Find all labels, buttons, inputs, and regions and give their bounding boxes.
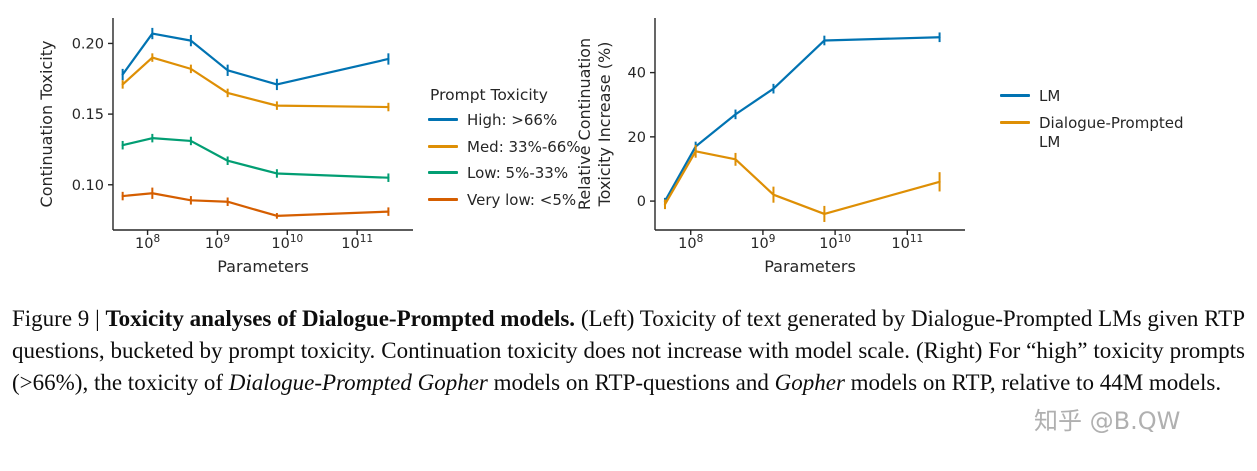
legend-item: Very low: <5% [428,191,581,211]
legend-title: Prompt Toxicity [430,86,548,104]
left-chart-legend: Prompt Toxicity High: >66% Med: 33%-66% Low… [428,86,581,217]
legend-item: High: >66% [428,111,581,131]
x-axis-label: Parameters [217,257,309,276]
legend-line-swatch [1000,94,1030,97]
series-line [663,36,941,203]
legend-line-swatch [1000,120,1030,124]
x-tick-label: 109 [750,233,775,252]
caption-text: models on RTP-questions and [487,370,775,395]
caption-text: models on RTP, relative to 44M models. [844,370,1222,395]
caption-label: Figure 9 | [12,306,106,331]
legend-label: High: >66% [467,111,558,129]
x-axis-label: Parameters [764,257,856,276]
x-tick-label: 1010 [819,233,851,252]
legend-line-swatch [428,171,458,174]
legend-label: Very low: <5% [467,190,577,209]
legend-item: Med: 33%-66% [428,138,581,158]
y-tick-label: 0 [637,194,646,210]
figure-charts: 0.10 0.15 0.20 108 109 1010 1011 Parameters Cont… [37,18,1191,276]
legend-line-swatch [428,144,458,148]
x-tick-label: 108 [135,233,160,252]
y-tick-label: 0.10 [72,178,104,194]
y-tick-label: 40 [628,66,646,82]
legend-line-swatch [428,118,458,121]
x-tick-label: 1011 [891,233,923,252]
legend-item: Dialogue-Prompted LM [1000,114,1191,153]
x-tick-label: 1010 [271,233,303,252]
caption-text: (Left) Toxicity of text generated by Dia… [12,306,1245,395]
caption-italic: Dialogue-Prompted Gopher [228,370,488,395]
y-axis-label: Relative Continuation [578,38,594,210]
legend-label: LM [1039,87,1061,105]
series-line [663,150,941,216]
y-axis-label: Toxicity Increase (%) [595,42,614,208]
legend-item: LM [1000,87,1191,107]
figure-caption: Figure 9 | Toxicity analyses of Dialogue… [0,295,1257,399]
right-chart-legend: LM Dialogue-Prompted LM [1000,80,1191,160]
y-axis-label: Continuation Toxicity [37,41,56,208]
left-chart: 0.10 0.15 0.20 108 109 1010 1011 Parameters Cont… [37,18,413,276]
legend-label: Med: 33%-66% [467,137,581,156]
series-line [121,32,390,86]
series-line [121,192,390,217]
right-chart: 0 20 40 108 109 1010 1011 Parameters Relative Co… [578,18,965,276]
legend-line-swatch [428,197,458,201]
x-tick-label: 109 [205,233,230,252]
series-line [121,137,390,179]
caption-italic: Gopher [774,370,845,395]
x-tick-label: 1011 [341,233,373,252]
watermark: 知乎 @B.QW [1028,400,1187,437]
legend-label: Dialogue-Prompted LM [1039,113,1184,152]
x-tick-label: 108 [678,233,703,252]
y-tick-label: 20 [628,130,646,146]
series-line [121,56,390,109]
y-tick-label: 0.20 [72,36,104,52]
legend-item: Low: 5%-33% [428,164,581,184]
y-tick-label: 0.15 [72,107,104,123]
legend-label: Low: 5%-33% [467,164,569,182]
caption-bold-title: Toxicity analyses of Dialogue-Prompted m… [105,306,576,331]
